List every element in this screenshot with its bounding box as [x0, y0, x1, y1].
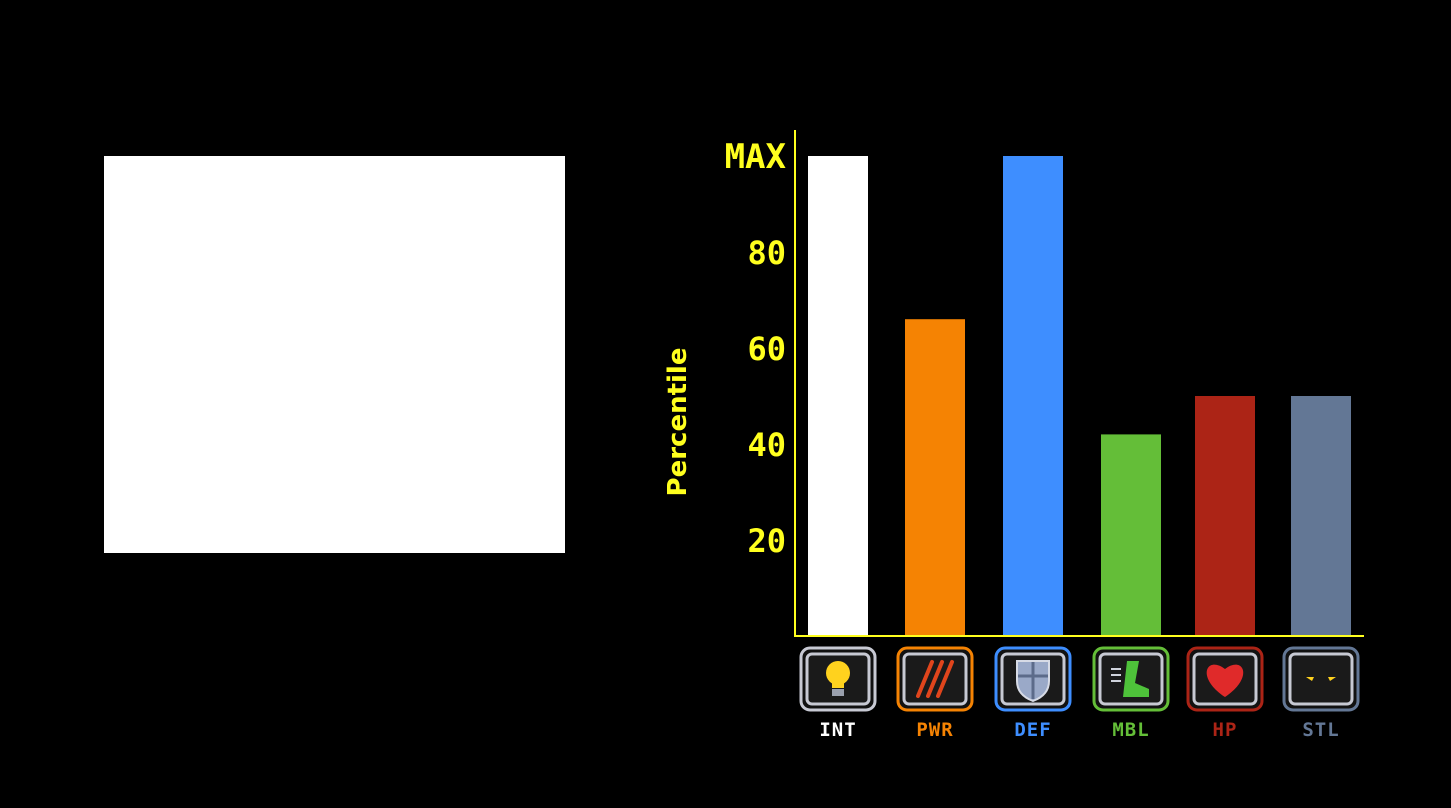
category-label-def: DEF [1014, 719, 1051, 741]
category-label-hp: HP [1213, 719, 1238, 741]
claw-scratch-icon [896, 646, 974, 712]
category-label-int: INT [819, 719, 856, 741]
y-tick-label: 20 [747, 522, 786, 560]
y-tick-label: 80 [747, 234, 786, 272]
boot-icon [1092, 646, 1170, 712]
y-axis-label: Percentile [663, 348, 693, 497]
eyes-icon [1282, 646, 1360, 712]
heart-icon [1186, 646, 1264, 712]
bar-pwr [905, 319, 965, 635]
category-label-pwr: PWR [916, 719, 953, 741]
bar-hp [1195, 396, 1255, 635]
y-tick-label: 40 [747, 426, 786, 464]
character-portrait [104, 156, 565, 553]
y-tick-label: MAX [725, 137, 787, 177]
category-label-mbl: MBL [1112, 719, 1149, 741]
bar-def [1003, 156, 1063, 635]
shield-icon [994, 646, 1072, 712]
category-label-stl: STL [1302, 719, 1339, 741]
bar-stl [1291, 396, 1351, 635]
y-tick-label: 60 [747, 330, 786, 368]
bar-mbl [1101, 434, 1161, 635]
lightbulb-icon [799, 646, 877, 712]
bar-int [808, 156, 868, 635]
